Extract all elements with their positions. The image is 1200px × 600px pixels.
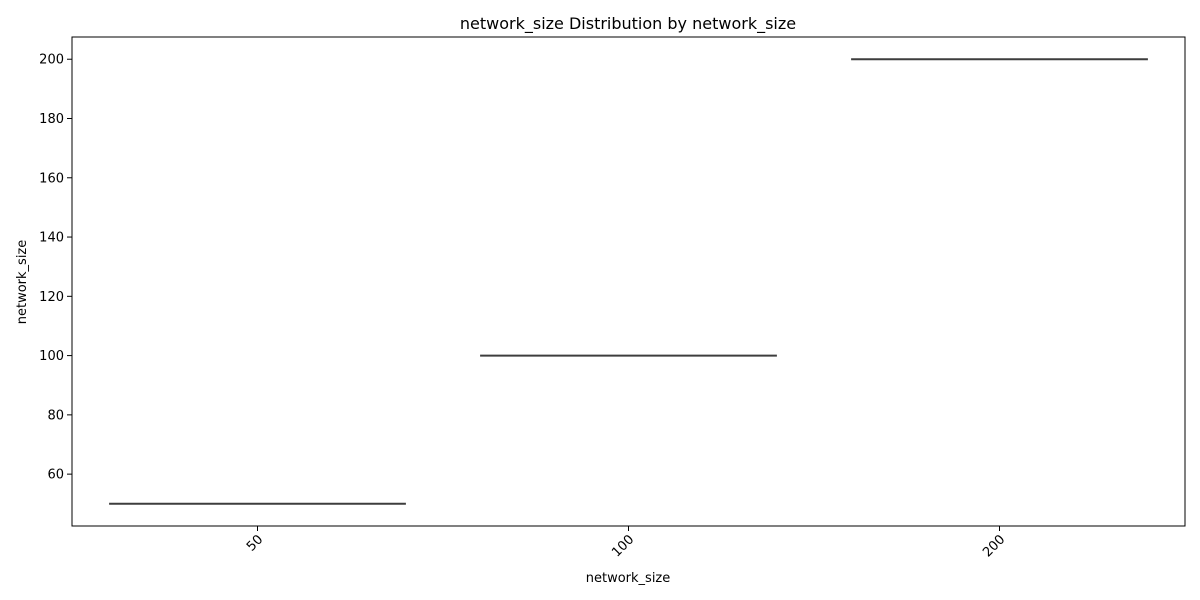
plot-area: 60 80 100 120 140 160 180 200 50 100 200 bbox=[39, 36, 1186, 560]
x-axis: 50 100 200 bbox=[244, 526, 1008, 560]
y-tick-label: 60 bbox=[47, 468, 64, 483]
plot-frame bbox=[71, 36, 1186, 527]
y-axis-label: network_size bbox=[15, 240, 30, 325]
x-tick-label: 100 bbox=[609, 532, 637, 560]
y-tick-label: 160 bbox=[39, 171, 64, 186]
y-tick-label: 100 bbox=[39, 349, 64, 364]
y-axis: 60 80 100 120 140 160 180 200 bbox=[39, 53, 72, 483]
y-tick-label: 200 bbox=[39, 53, 64, 68]
y-tick-label: 140 bbox=[39, 231, 64, 246]
y-tick-label: 80 bbox=[47, 408, 64, 423]
y-tick-label: 180 bbox=[39, 112, 64, 127]
box-series bbox=[109, 58, 1148, 505]
x-axis-label: network_size bbox=[586, 571, 671, 586]
y-tick-label: 120 bbox=[39, 290, 64, 305]
chart-title: network_size Distribution by network_siz… bbox=[460, 14, 796, 34]
x-tick-label: 50 bbox=[244, 532, 266, 554]
x-tick-label: 200 bbox=[980, 532, 1008, 560]
